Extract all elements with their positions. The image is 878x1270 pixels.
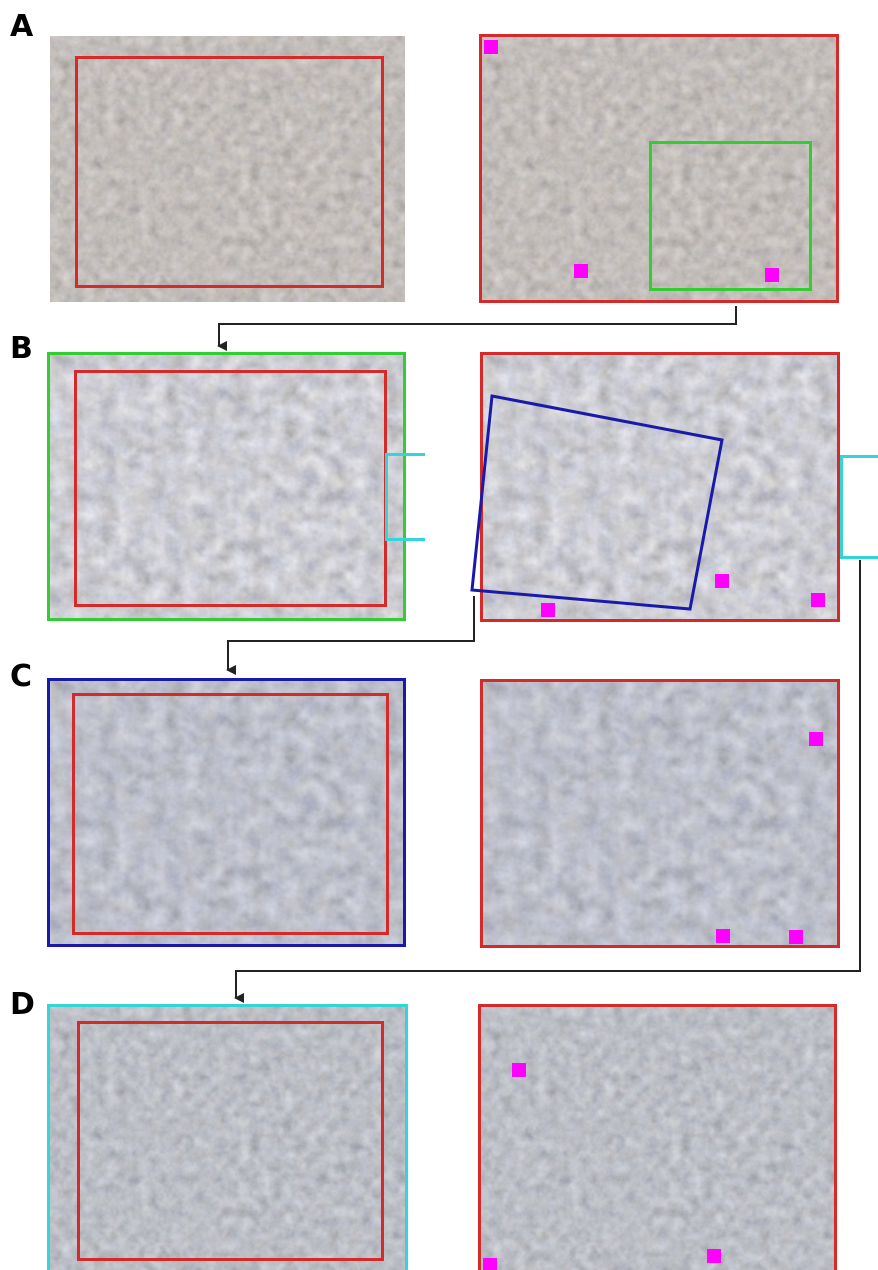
keypoint-marker bbox=[716, 929, 730, 943]
photo-d-right bbox=[478, 1004, 837, 1270]
keypoint-marker bbox=[541, 603, 555, 617]
keypoint-marker bbox=[707, 1249, 721, 1263]
photo-a-left bbox=[50, 36, 405, 302]
row-label-c: C bbox=[10, 659, 33, 694]
keypoint-marker bbox=[512, 1063, 526, 1077]
keypoint-marker bbox=[765, 268, 779, 282]
row-label-b: B bbox=[10, 331, 33, 366]
row-label-a: A bbox=[10, 9, 34, 44]
photo-c-right bbox=[480, 679, 840, 948]
keypoint-marker bbox=[789, 930, 803, 944]
arrow-b-to-c bbox=[226, 596, 475, 675]
keypoint-marker bbox=[574, 264, 588, 278]
keypoint-marker bbox=[484, 40, 498, 54]
arrow-a-to-b bbox=[217, 306, 737, 351]
photo-b-right bbox=[480, 352, 840, 622]
region-box-blue bbox=[470, 394, 724, 611]
arrow-b-to-d bbox=[234, 560, 861, 1003]
row-label-d: D bbox=[10, 987, 35, 1022]
keypoint-marker bbox=[809, 732, 823, 746]
keypoint-marker bbox=[811, 593, 825, 607]
keypoint-marker bbox=[715, 574, 729, 588]
photo-c-left bbox=[47, 678, 406, 947]
photo-b-left bbox=[47, 352, 406, 621]
keypoint-marker bbox=[483, 1258, 497, 1270]
